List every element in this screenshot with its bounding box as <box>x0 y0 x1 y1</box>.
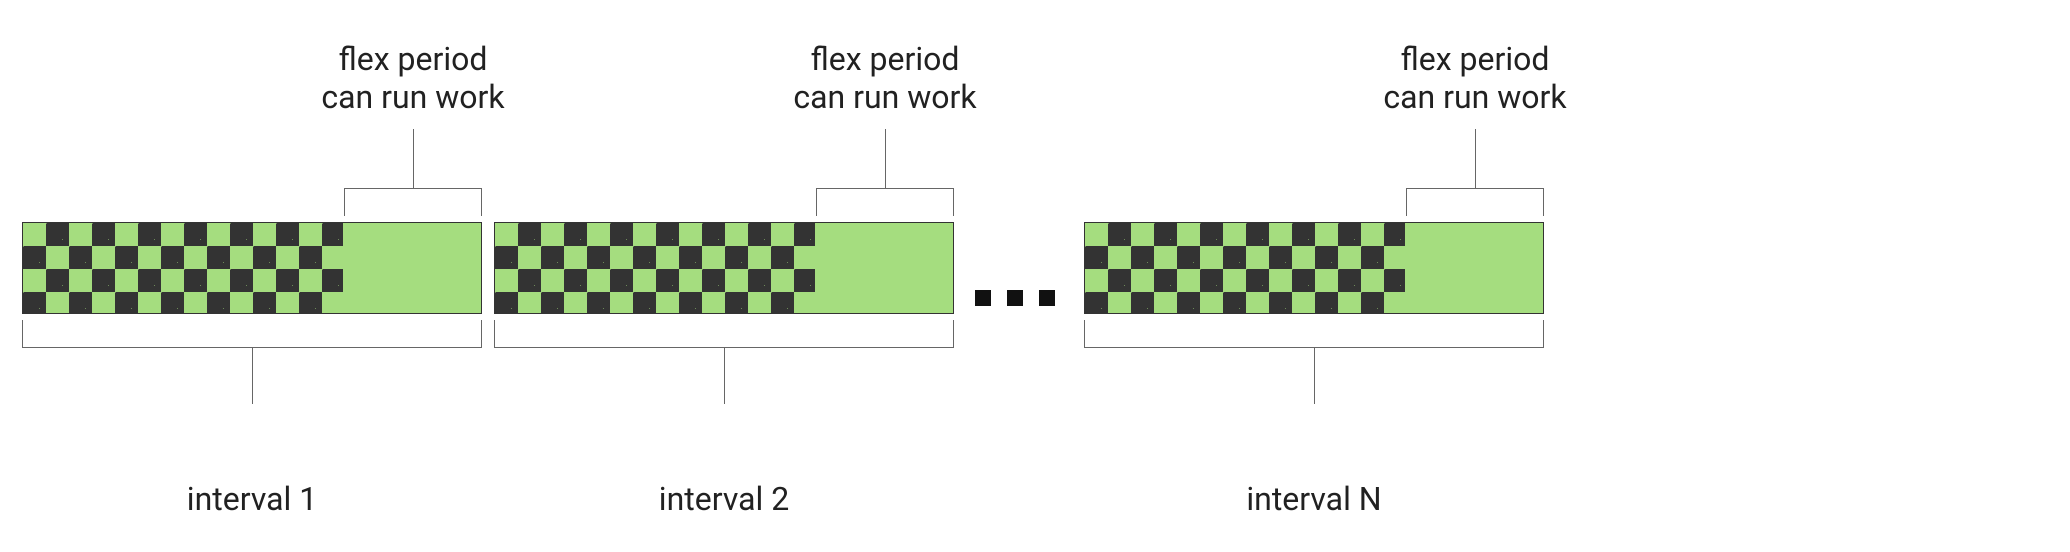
interval-2-top-bracket <box>816 188 954 216</box>
interval-1-top-bracket <box>344 188 482 216</box>
flex-label-line2: can run work <box>253 78 573 116</box>
interval-1-bottom-bracket-stem <box>252 348 253 404</box>
interval-1-bottom-bracket <box>22 320 482 348</box>
interval-n-flex <box>1405 223 1543 313</box>
interval-1-bottom-label: interval 1 <box>102 480 402 518</box>
interval-n-bottom-bracket-stem <box>1314 348 1315 404</box>
interval-n-bottom-label: interval N <box>1164 480 1464 518</box>
interval-2-bar <box>494 222 954 314</box>
interval-1-flex <box>343 223 481 313</box>
ellipsis-dot <box>1039 290 1055 306</box>
interval-n-checker <box>1085 223 1407 313</box>
interval-1-top-bracket-stem <box>413 129 414 189</box>
ellipsis-dot <box>975 290 991 306</box>
interval-2-bottom-label: interval 2 <box>574 480 874 518</box>
flex-label-line1: flex period <box>253 40 573 78</box>
interval-n-top-label: flex periodcan run work <box>1315 40 1635 117</box>
interval-n-top-bracket <box>1406 188 1544 216</box>
interval-n-bar <box>1084 222 1544 314</box>
periodic-work-flex-diagram: flex periodcan run workinterval 1flex pe… <box>0 0 2070 552</box>
interval-1-top-label: flex periodcan run work <box>253 40 573 117</box>
interval-1-checker <box>23 223 345 313</box>
interval-n-top-bracket-stem <box>1475 129 1476 189</box>
flex-label-line2: can run work <box>725 78 1045 116</box>
interval-1-bar <box>22 222 482 314</box>
ellipsis-dot <box>1007 290 1023 306</box>
flex-label-line1: flex period <box>725 40 1045 78</box>
interval-2-top-label: flex periodcan run work <box>725 40 1045 117</box>
interval-2-bottom-bracket-stem <box>724 348 725 404</box>
interval-n-bottom-bracket <box>1084 320 1544 348</box>
flex-label-line1: flex period <box>1315 40 1635 78</box>
interval-2-bottom-bracket <box>494 320 954 348</box>
ellipsis-icon <box>975 290 1055 306</box>
interval-2-top-bracket-stem <box>885 129 886 189</box>
flex-label-line2: can run work <box>1315 78 1635 116</box>
interval-2-checker <box>495 223 817 313</box>
interval-2-flex <box>815 223 953 313</box>
